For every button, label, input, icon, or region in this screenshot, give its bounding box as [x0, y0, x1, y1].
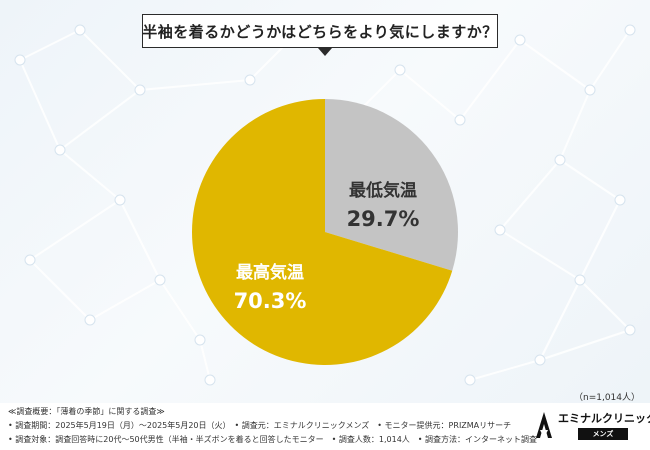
- network-line: [459, 39, 521, 121]
- question-title: 半袖を着るかどうかはどちらをより気にしますか？: [142, 22, 498, 41]
- network-line: [539, 279, 581, 361]
- network-line: [359, 69, 401, 111]
- network-node: [574, 274, 586, 286]
- network-line: [29, 259, 91, 321]
- network-line: [399, 69, 461, 121]
- network-node: [14, 54, 26, 66]
- network-node: [134, 84, 146, 96]
- network-line: [579, 199, 621, 281]
- network-line: [519, 39, 591, 91]
- pointer-triangle: [318, 48, 332, 56]
- network-node: [584, 84, 596, 96]
- network-line: [539, 329, 631, 361]
- network-line: [119, 199, 161, 281]
- network-line: [59, 89, 141, 151]
- network-line: [559, 159, 621, 201]
- network-node: [624, 324, 636, 336]
- network-line: [79, 29, 141, 91]
- network-node: [394, 64, 406, 76]
- network-line: [19, 29, 81, 61]
- network-line: [579, 279, 631, 331]
- logo-sub-badge: メンズ: [578, 428, 628, 440]
- network-line: [19, 59, 61, 151]
- network-node: [74, 24, 86, 36]
- network-node: [624, 24, 636, 36]
- footer-survey-period: • 調査期間：2025年5月19日（月）～2025年5月20日（火） • 調査元…: [8, 421, 512, 430]
- logo-name: エミナルクリニック: [558, 412, 650, 425]
- network-line: [499, 159, 561, 231]
- network-node: [114, 194, 126, 206]
- slice-label: 最高気温: [236, 262, 304, 283]
- network-node: [244, 74, 256, 86]
- network-node: [554, 154, 566, 166]
- pie-slice: [192, 99, 453, 365]
- network-line: [59, 149, 121, 201]
- question-box: 半袖を着るかどうかはどちらをより気にしますか？: [142, 14, 498, 48]
- pie-slice: [325, 99, 458, 271]
- network-line: [559, 89, 591, 161]
- network-node: [24, 254, 36, 266]
- network-line: [159, 279, 201, 341]
- logo-mark-icon: [536, 412, 552, 438]
- network-line: [589, 29, 631, 91]
- network-node: [464, 374, 476, 386]
- network-node: [54, 144, 66, 156]
- network-node: [204, 374, 216, 386]
- network-line: [499, 229, 581, 281]
- network-node: [194, 334, 206, 346]
- slice-value-label: 70.3%: [234, 289, 307, 313]
- slice-label: 最低気温: [349, 180, 417, 201]
- network-node: [154, 274, 166, 286]
- slice-value-label: 29.7%: [347, 207, 420, 231]
- pie-chart: 最低気温 29.7% 最高気温 70.3%: [192, 99, 458, 365]
- network-node: [494, 224, 506, 236]
- footer-survey-title: ≪調査概要：「薄着の季節」に関する調査≫: [8, 407, 165, 416]
- clinic-logo: エミナルクリニック メンズ: [534, 408, 650, 444]
- network-node: [454, 114, 466, 126]
- network-node: [614, 194, 626, 206]
- network-node: [514, 34, 526, 46]
- sample-size-note: （n=1,014人）: [573, 393, 640, 403]
- footer: ≪調査概要：「薄着の季節」に関する調査≫ • 調査期間：2025年5月19日（月…: [0, 403, 650, 450]
- network-node: [534, 354, 546, 366]
- network-line: [139, 79, 251, 91]
- network-line: [469, 359, 541, 381]
- network-line: [29, 199, 121, 261]
- network-line: [89, 279, 161, 321]
- footer-survey-target: • 調査対象：調査回答時に20代～50代男性（半袖・半ズボンを着ると回答したモニ…: [8, 435, 538, 444]
- network-line: [199, 339, 211, 381]
- network-node: [84, 314, 96, 326]
